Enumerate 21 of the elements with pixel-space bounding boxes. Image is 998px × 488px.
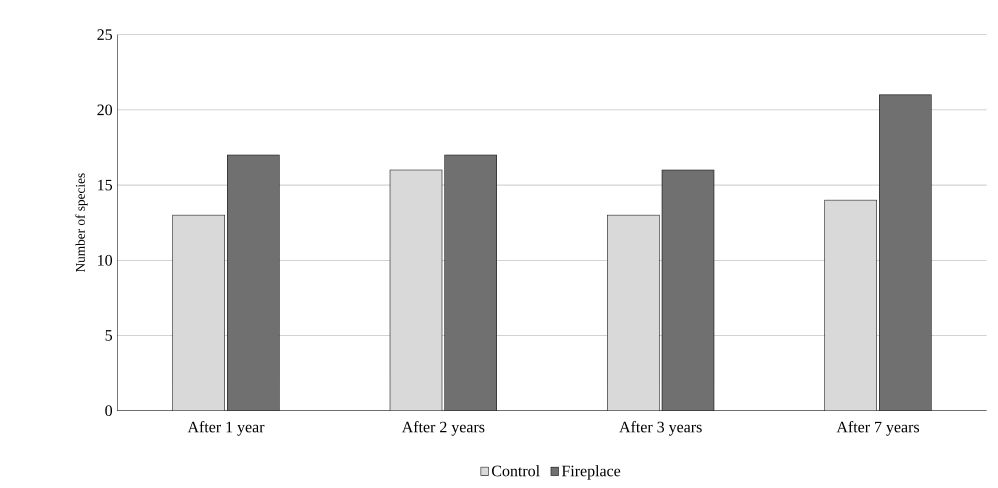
y-tick-label: 15 — [98, 180, 112, 190]
y-tick-label: 10 — [98, 254, 112, 266]
x-tick-label: After 1 year — [188, 421, 264, 436]
legend-label: Fireplace — [562, 465, 620, 480]
bar — [172, 215, 225, 411]
x-tick-label: After 7 years — [836, 421, 920, 436]
bar — [444, 154, 497, 411]
y-axis-title: Number of species — [75, 173, 88, 272]
y-tick-label: 5 — [106, 330, 112, 341]
bar — [607, 215, 660, 411]
x-tick-label: After 3 years — [619, 421, 702, 436]
y-tick-label: 0 — [105, 405, 112, 416]
y-tick-label: 20 — [97, 104, 112, 116]
x-tick-label: After 2 years — [402, 421, 484, 436]
bar — [824, 200, 877, 411]
bar — [879, 94, 932, 411]
bar — [227, 154, 280, 411]
bar — [390, 170, 442, 411]
legend-label: Control — [492, 465, 540, 476]
bar — [662, 170, 714, 411]
y-tick-label: 25 — [97, 29, 112, 40]
